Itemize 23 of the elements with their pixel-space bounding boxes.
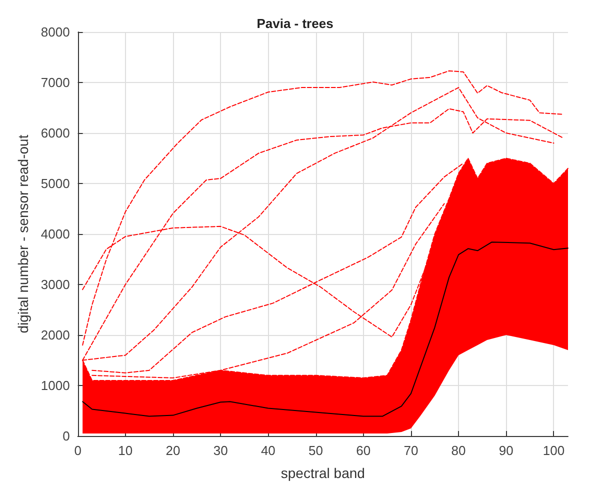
y-tick-label: 0: [62, 428, 70, 444]
x-tick-label: 40: [260, 443, 276, 458]
x-tick-label: 80: [451, 443, 466, 458]
x-tick-label: 90: [498, 443, 514, 458]
chart-title: Pavia - trees: [256, 16, 334, 31]
y-tick-label: 2000: [40, 328, 70, 342]
y-tick-label: 7000: [40, 75, 70, 90]
x-tick-label: 0: [74, 443, 82, 458]
x-tick-label: 70: [404, 443, 418, 458]
y-tick-label: 6000: [40, 126, 70, 140]
y-tick-label: 5000: [40, 176, 70, 191]
y-tick-label: 8000: [40, 24, 70, 40]
x-tick-label: 100: [542, 443, 565, 458]
y-tick-label: 4000: [40, 226, 70, 242]
x-tick-label: 10: [118, 443, 133, 458]
x-axis-title: spectral band: [280, 465, 365, 481]
x-tick-label: 30: [213, 443, 228, 458]
x-tick-label: 60: [356, 443, 371, 458]
y-axis-title: digital number - sensor read-out: [15, 134, 31, 334]
y-tick-label: 1000: [40, 378, 70, 393]
x-tick-label: 50: [308, 443, 324, 458]
x-tick-label: 20: [166, 443, 180, 458]
y-tick-label: 3000: [40, 277, 70, 292]
